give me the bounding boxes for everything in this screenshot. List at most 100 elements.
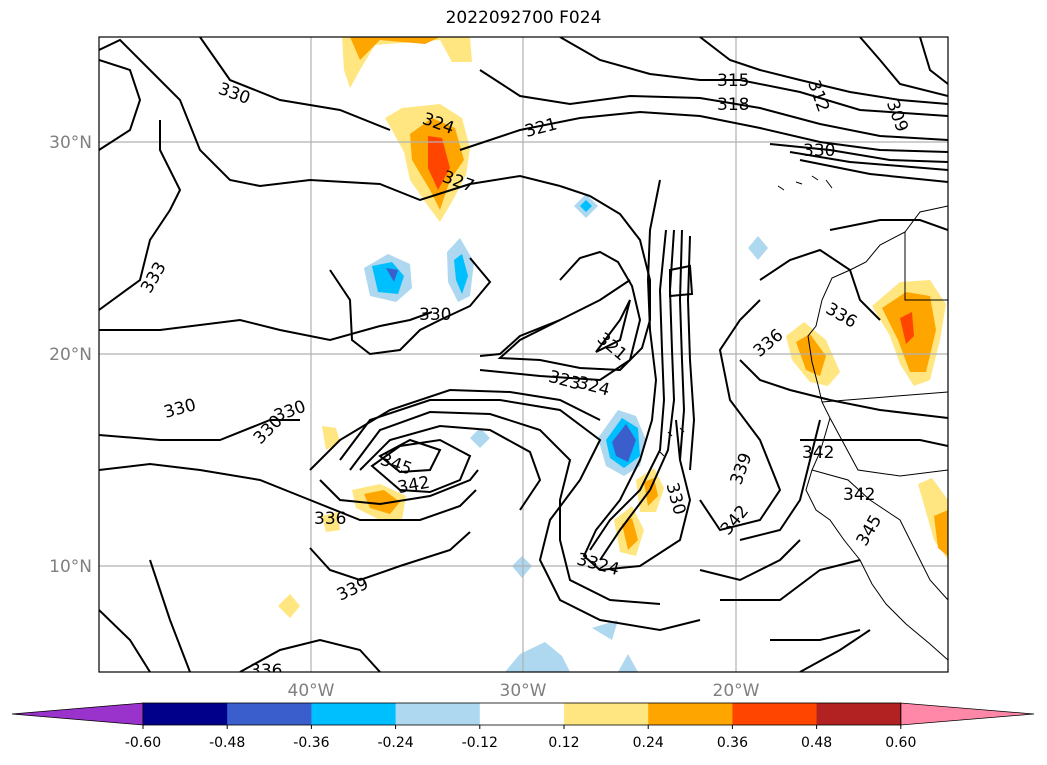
contour-layer xyxy=(99,37,948,672)
contour-label: 336 xyxy=(250,661,282,681)
shade-patch-positive xyxy=(428,136,450,190)
border-line xyxy=(904,232,948,301)
shade-patch-positive xyxy=(364,490,400,514)
contour-line xyxy=(359,424,542,511)
contour-line xyxy=(789,151,948,171)
colorbar-segment xyxy=(479,703,565,725)
colorbar-tick-label: 0.60 xyxy=(885,735,916,751)
contour-line xyxy=(309,388,601,471)
contour-line xyxy=(99,419,300,441)
map-frame xyxy=(98,36,949,673)
contour-line xyxy=(309,531,471,582)
contour-line xyxy=(479,69,948,141)
colorbar-extend-left xyxy=(11,702,144,726)
contour-line xyxy=(99,120,182,311)
shade-patch-negative xyxy=(470,428,490,448)
contour-line xyxy=(699,299,782,532)
colorbar-frame xyxy=(142,702,902,726)
contour-label: 342 xyxy=(802,443,834,463)
colorbar-segment xyxy=(816,703,902,725)
contour-line xyxy=(739,419,821,541)
border-line xyxy=(829,417,948,477)
shade-patch-negative xyxy=(612,424,636,462)
contour-line xyxy=(459,110,948,153)
colorbar-tick-label: -0.60 xyxy=(125,735,161,751)
colorbar-tick-label: 0.36 xyxy=(717,735,748,751)
contour-line xyxy=(378,438,442,474)
colorbar-tick-label: 0.48 xyxy=(801,735,832,751)
lon-tick-label: 20°W xyxy=(713,681,760,701)
contour-label: 318 xyxy=(717,95,749,115)
contour-line xyxy=(829,219,948,231)
contour-line xyxy=(699,37,948,105)
shade-patch-positive xyxy=(622,518,638,550)
contour-label: 342 xyxy=(843,485,875,505)
shade-patch-negative xyxy=(580,200,592,212)
shade-patch-positive xyxy=(278,594,300,618)
contour-line xyxy=(759,248,881,321)
contour-line xyxy=(699,539,801,582)
contour-label: 315 xyxy=(717,71,749,91)
contour-line xyxy=(370,438,472,494)
shade-patch-negative xyxy=(505,642,570,672)
shade-patch-negative xyxy=(454,254,468,294)
contour-line xyxy=(669,264,694,298)
coastline-layer xyxy=(659,175,948,661)
contour-line xyxy=(800,439,948,447)
lat-tick-labels: 30°N 20°N 10°N xyxy=(49,133,92,577)
gridlines xyxy=(99,37,948,672)
colorbar-tick-label: 0.12 xyxy=(548,735,579,751)
colorbar-segment xyxy=(648,703,733,725)
contour-line xyxy=(720,559,861,601)
colorbar-tick-label: 0.24 xyxy=(633,735,664,751)
colorbar-segment xyxy=(564,703,649,725)
colorbar-segment xyxy=(143,703,228,725)
shading-layer xyxy=(278,37,948,672)
contour-line xyxy=(239,638,381,672)
shade-patch-negative xyxy=(386,268,398,282)
contour-line xyxy=(479,319,561,357)
contour-line xyxy=(99,462,477,521)
contour-line xyxy=(770,629,861,641)
contour-line xyxy=(589,229,667,551)
contour-line xyxy=(919,37,948,85)
colorbar-segment xyxy=(227,703,312,725)
contour-label: 330 xyxy=(419,305,451,325)
shade-patch-negative xyxy=(512,556,532,578)
shade-patch-positive xyxy=(644,478,658,506)
border-line xyxy=(869,499,948,601)
contour-line xyxy=(349,410,661,605)
contour-line xyxy=(678,229,686,461)
lat-tick-label: 10°N xyxy=(49,557,92,577)
colorbar-segment xyxy=(395,703,481,725)
colorbar-segment xyxy=(732,703,818,725)
contour-line xyxy=(199,37,391,131)
shade-patch-positive xyxy=(934,510,948,556)
lon-tick-labels: 40°W 30°W 20°W xyxy=(288,681,760,701)
contour-line xyxy=(769,143,948,163)
contour-line xyxy=(686,235,696,471)
contour-line xyxy=(497,185,651,372)
contour-line xyxy=(99,609,151,672)
lon-tick-label: 40°W xyxy=(288,681,335,701)
colorbar-tick-label: -0.48 xyxy=(209,735,245,751)
contour-line xyxy=(99,311,433,342)
contour-line xyxy=(479,250,642,382)
contour-line xyxy=(582,179,692,572)
map-title: 2022092700 F024 xyxy=(445,8,602,28)
colorbar-tick-label: -0.24 xyxy=(377,735,413,751)
lat-tick-label: 20°N xyxy=(49,345,92,365)
colorbar-tick-label: -0.12 xyxy=(462,735,498,751)
contour-line xyxy=(329,257,492,356)
contour-label: 336 xyxy=(314,509,346,529)
contour-line xyxy=(99,38,561,202)
contour-line xyxy=(799,629,871,672)
contour-line xyxy=(799,159,948,183)
contour-line xyxy=(319,469,479,506)
shade-patch-negative xyxy=(748,236,768,260)
colorbar-segment xyxy=(311,703,397,725)
colorbar-extend-right xyxy=(900,702,1035,726)
contour-line xyxy=(149,559,191,672)
contour-label: 330 xyxy=(803,141,835,161)
